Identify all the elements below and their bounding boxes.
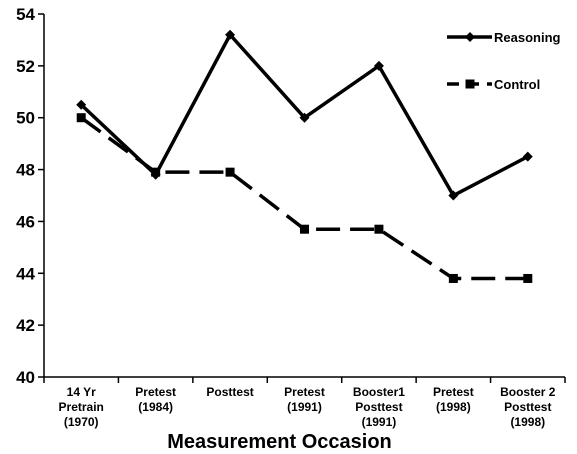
control-line: [80, 116, 528, 281]
x-tick-label: 14 Yr Pretrain (1970): [59, 385, 104, 429]
x-axis-title: Measurement Occasion: [167, 431, 392, 453]
legend-marker-reasoning: [465, 32, 475, 42]
control-point: [523, 273, 533, 283]
reasoning-point: [373, 60, 384, 71]
y-tick-label: 52: [16, 57, 35, 76]
reasoning-series: [76, 29, 533, 201]
y-tick-label: 44: [16, 264, 35, 283]
legend-label-control: Control: [494, 77, 540, 92]
series-layer: [76, 29, 533, 283]
reasoning-point: [448, 190, 459, 201]
y-tick-label: 54: [16, 5, 35, 24]
y-axis-ticks: 40 42 44 46 48 50 52 54: [16, 5, 44, 387]
legend-marker-control: [465, 79, 475, 89]
y-tick-label: 48: [16, 161, 35, 180]
y-tick-label: 42: [16, 316, 35, 335]
x-tick-label: Pretest (1991): [284, 385, 325, 414]
legend-item-reasoning: Reasoning: [447, 30, 561, 45]
legend: Reasoning Control: [447, 30, 561, 92]
control-point: [448, 273, 458, 283]
control-point: [151, 167, 161, 177]
y-tick-label: 40: [16, 368, 35, 387]
x-tick-label: Posttest: [206, 385, 253, 399]
reasoning-point: [225, 29, 236, 40]
control-point: [225, 167, 235, 177]
y-tick-label: 46: [16, 212, 35, 231]
x-tick-label: Booster1 Posttest (1991): [353, 385, 405, 429]
control-point: [76, 113, 86, 123]
reasoning-point: [522, 151, 533, 162]
x-tick-label: Pretest (1984): [135, 385, 176, 414]
reasoning-point: [76, 99, 87, 110]
control-series: [76, 113, 533, 283]
legend-label-reasoning: Reasoning: [494, 30, 561, 45]
reasoning-point: [299, 112, 310, 123]
y-tick-label: 50: [16, 109, 35, 128]
legend-item-control: Control: [447, 77, 540, 92]
control-point: [374, 224, 384, 234]
x-tick-label: Booster 2 Posttest (1998): [500, 385, 556, 429]
control-point: [300, 224, 309, 234]
x-axis-ticks: 14 Yr Pretrain (1970) Pretest (1984) Posttest…: [43, 377, 566, 429]
x-tick-label: Pretest (1998): [433, 385, 474, 414]
